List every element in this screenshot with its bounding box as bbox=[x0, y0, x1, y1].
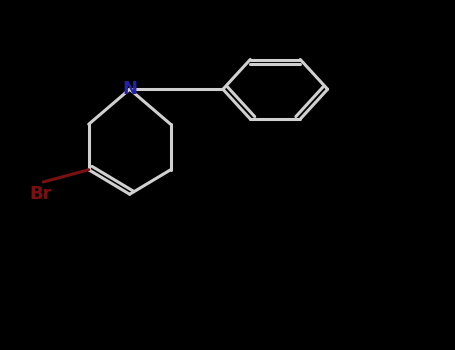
Text: N: N bbox=[122, 80, 137, 98]
Text: Br: Br bbox=[30, 185, 52, 203]
